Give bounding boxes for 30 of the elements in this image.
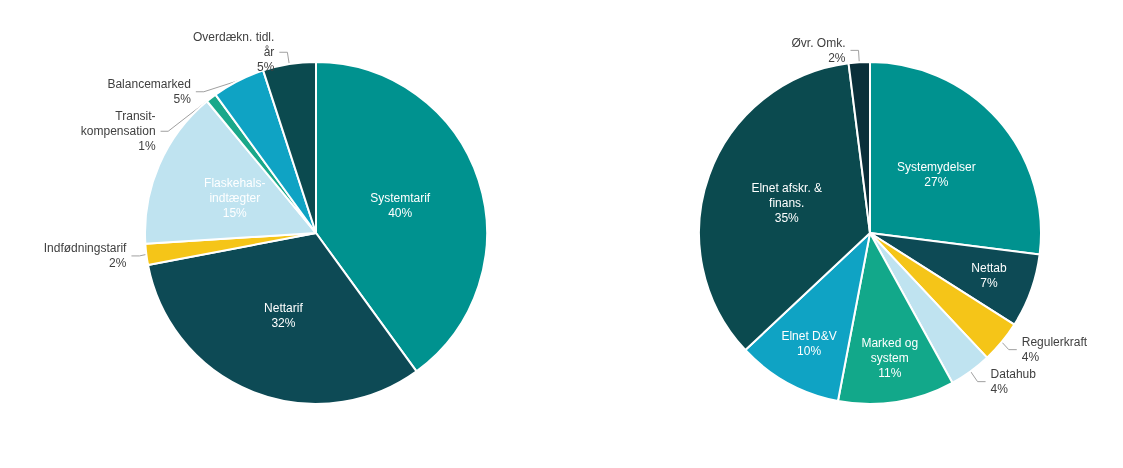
data-label: 4% (1021, 350, 1040, 365)
data-label: 2% (109, 256, 127, 271)
data-label: 4% (990, 382, 1009, 397)
slice-label: Regulerkraft (1021, 335, 1088, 350)
data-label: 10% (797, 344, 822, 359)
slice-label: Elnet D&V (781, 329, 837, 344)
slice-label: Elnet afskr. & finans. (751, 181, 823, 211)
slice-label: Datahub (990, 367, 1037, 382)
data-label: 5% (173, 92, 192, 107)
data-label: 35% (774, 211, 800, 226)
data-label: 32% (271, 315, 296, 330)
data-label: 11% (878, 365, 902, 380)
slice-label: Transit- kompensation (80, 109, 156, 139)
data-label: 1% (138, 139, 156, 154)
slice-label: Nettab (971, 261, 1008, 276)
slice-label: Indfødningstarif (43, 241, 128, 256)
slice-label: Flaskehals- indtægter (204, 175, 266, 205)
slice-label: Overdækn. tidl. år (193, 30, 275, 60)
slice-label: Øvr. Omk. (791, 35, 846, 50)
data-label: 2% (828, 50, 846, 65)
data-label: 5% (257, 60, 275, 75)
data-label: 7% (980, 276, 999, 291)
slice-label: Systemydelser (897, 159, 976, 174)
data-label: 15% (222, 205, 248, 220)
slice-label: Balancemarked (107, 77, 191, 92)
data-label: 27% (924, 174, 949, 189)
data-label: 40% (388, 206, 413, 221)
slice-label: Marked og system (861, 335, 919, 365)
slice-label: Nettarif (264, 300, 304, 315)
slice-label: Systemtarif (370, 191, 431, 206)
